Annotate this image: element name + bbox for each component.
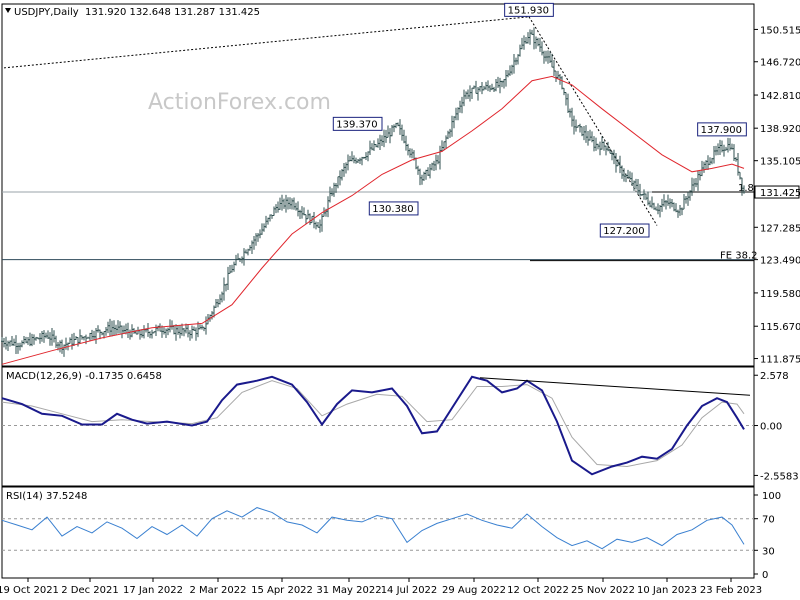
watermark: ActionForex.com [148, 90, 331, 115]
date-tick-label: 12 Oct 2022 [507, 585, 569, 596]
level-label: 1.8 [738, 183, 754, 194]
date-tick-label: 25 Nov 2022 [571, 585, 635, 596]
annotation-box [599, 223, 650, 238]
macd-tick-label: 2.578 [760, 371, 789, 382]
annotation-box [697, 122, 747, 137]
macd-panel [1, 366, 755, 487]
annotation-label: 130.380 [372, 204, 413, 215]
macd-tick-label: -2.5583 [760, 471, 799, 482]
last-price-box [754, 185, 800, 199]
chart-ohlc: 131.920 132.648 131.287 131.425 [85, 7, 260, 18]
price-tick-label: 131.425 [760, 188, 800, 199]
chart-symbol: USDJPY,Daily [14, 7, 79, 18]
price-tick-label: 115.670 [760, 322, 800, 333]
annotation-label: 151.930 [508, 5, 549, 16]
annotation-box [368, 201, 419, 216]
date-tick-label: 19 Oct 2021 [0, 585, 59, 596]
price-panel [1, 3, 755, 367]
price-tick-label: 146.720 [760, 58, 800, 69]
annotation-box [332, 116, 383, 131]
date-tick-label: 17 Jan 2022 [123, 585, 183, 596]
rsi-tick-label: 100 [762, 491, 781, 502]
fib-label: FE 38.2 [720, 251, 758, 262]
price-tick-label: 123.490 [760, 256, 800, 267]
macd-title: MACD(12,26,9) -0.1735 0.6458 [6, 371, 162, 382]
rsi-panel [1, 486, 755, 579]
price-tick-label: 111.875 [760, 355, 800, 366]
macd-tick-label: 0.00 [760, 422, 782, 433]
macd-trendline [479, 377, 751, 396]
annotation-box [504, 2, 554, 17]
rsi-line [1, 507, 745, 550]
annotation-label: 127.200 [603, 226, 644, 237]
date-tick-label: 15 Apr 2022 [251, 585, 313, 596]
rsi-tick-label: 70 [762, 515, 775, 526]
macd-line [1, 375, 745, 476]
price-tick-label: 119.580 [760, 289, 800, 300]
rsi-title: RSI(14) 37.5248 [6, 491, 87, 502]
annotation-label: 137.900 [701, 125, 742, 136]
date-tick-label: 23 Feb 2023 [700, 585, 762, 596]
date-tick-label: 14 Jul 2022 [381, 585, 438, 596]
rsi-tick-label: 0 [762, 570, 768, 581]
collapse-triangle-icon[interactable] [5, 8, 11, 13]
date-tick-label: 2 Dec 2021 [61, 585, 119, 596]
moving-average-line [1, 75, 745, 365]
price-tick-label: 138.920 [760, 124, 800, 135]
price-tick-label: 150.515 [760, 25, 800, 36]
annotation-label: 139.370 [336, 119, 377, 130]
date-tick-label: 2 Mar 2022 [189, 585, 246, 596]
date-tick-label: 10 Jan 2023 [637, 585, 697, 596]
price-tick-label: 142.810 [760, 91, 800, 102]
price-tick-label: 135.105 [760, 157, 800, 168]
date-tick-label: 29 Aug 2022 [442, 585, 506, 596]
price-tick-label: 127.285 [760, 223, 800, 234]
date-tick-label: 31 May 2022 [316, 585, 381, 596]
rsi-tick-label: 30 [762, 546, 775, 557]
macd-signal-line [1, 380, 745, 468]
